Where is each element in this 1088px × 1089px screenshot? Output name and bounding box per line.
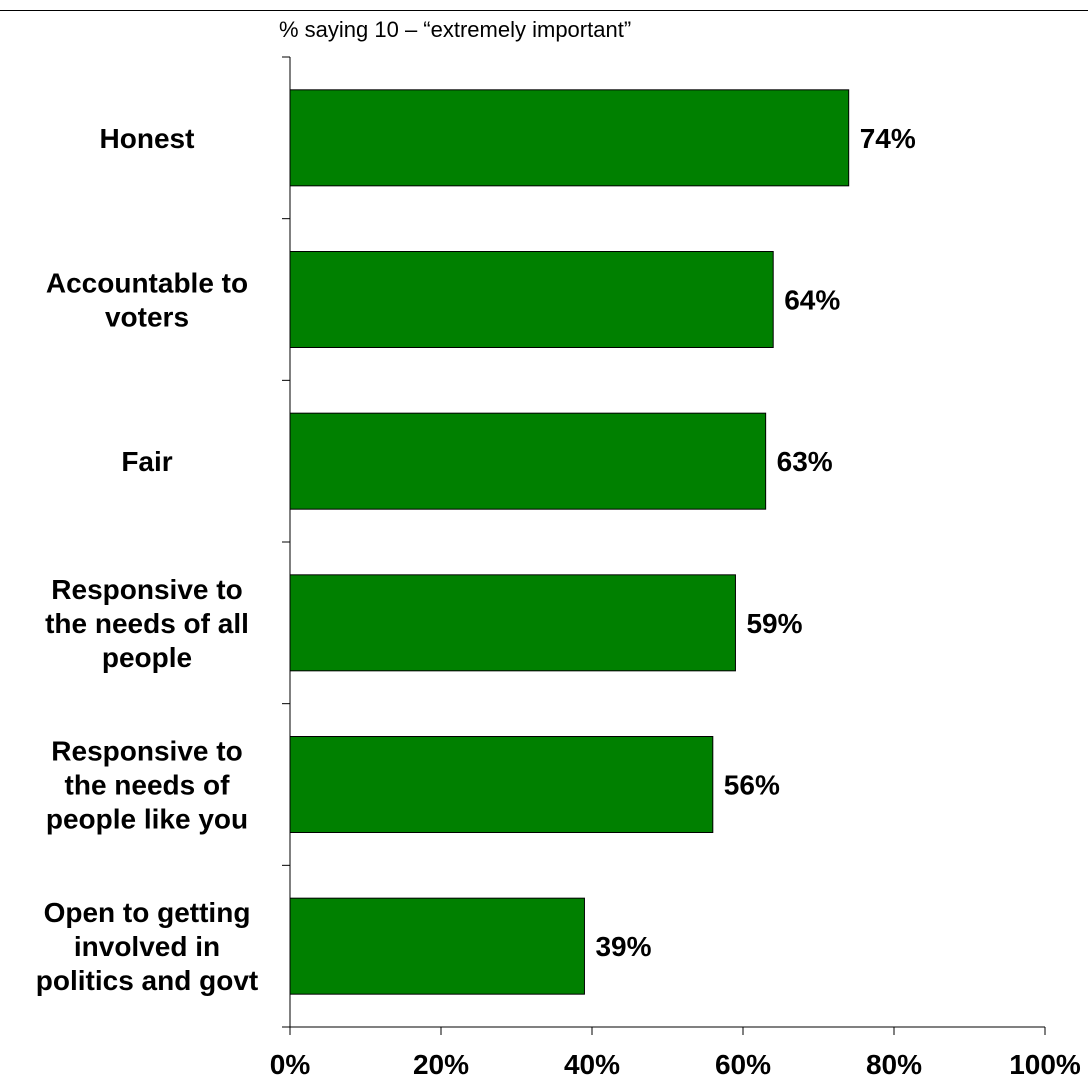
value-label: 39% [595,931,651,962]
category-label-line: people like you [46,804,248,835]
category-label-line: voters [105,302,189,333]
category-label-line: people [102,642,192,673]
value-label: 64% [784,285,840,316]
x-tick-label: 60% [715,1049,771,1080]
category-label: Fair [121,446,172,477]
bar [289,251,774,348]
value-label: 59% [746,608,802,639]
category-label-line: the needs of all [45,608,249,639]
category-label-line: Honest [100,123,195,154]
category-label-line: the needs of [65,770,231,801]
category-label: Open to getting involved in politics and g… [36,897,258,996]
value-label: 63% [777,446,833,477]
x-tick-label: 100% [1009,1049,1081,1080]
category-label: Responsive to the needs of people like you [46,736,248,835]
x-tick-label: 0% [270,1049,311,1080]
category-label-line: Open to getting [44,897,251,928]
category-label-line: involved in [74,931,220,962]
x-tick-label: 40% [564,1049,620,1080]
value-label: 74% [860,123,916,154]
category-label-line: Responsive to [51,736,242,767]
category-label-line: Fair [121,446,172,477]
category-label-line: Accountable to [46,268,248,299]
x-tick-label: 80% [866,1049,922,1080]
bar [289,574,736,672]
bar [289,897,585,995]
category-label-line: politics and govt [36,965,258,996]
bar [289,736,714,833]
category-label-line: Responsive to [51,574,242,605]
category-label: Accountable to voters [46,268,248,333]
category-label: Responsive to the needs of all people [45,574,249,673]
chart-subtitle: % saying 10 – “extremely important” [279,17,632,42]
bar [289,89,850,187]
top-rule [0,10,1088,11]
value-label: 56% [724,770,780,801]
bar [289,412,767,510]
category-label: Honest [100,123,195,154]
x-tick-label: 20% [413,1049,469,1080]
